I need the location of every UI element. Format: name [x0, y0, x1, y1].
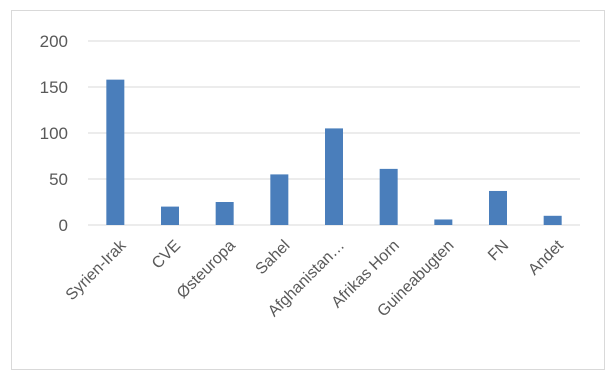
x-tick-label: Østeuropa: [174, 237, 239, 302]
x-tick-label: CVE: [149, 237, 184, 272]
bar-0: [106, 79, 125, 225]
bar-7: [489, 190, 507, 225]
bar-8: [543, 215, 562, 225]
bar-2: [215, 202, 234, 225]
y-tick-label: 50: [49, 170, 68, 189]
y-tick-label: 150: [40, 78, 68, 97]
x-tick-label: FN: [485, 237, 512, 264]
y-axis: 0 50 100 150 200: [40, 32, 68, 235]
bar-5: [379, 168, 398, 225]
x-tick-label: Andet: [525, 237, 567, 279]
y-tick-label: 200: [40, 32, 68, 51]
bar-1: [161, 206, 179, 225]
bar-4: [325, 128, 343, 225]
x-tick-label: Syrien-Irak: [63, 236, 130, 303]
y-tick-label: 100: [40, 124, 68, 143]
x-tick-label: Sahel: [253, 237, 294, 278]
y-tick-label: 0: [59, 216, 68, 235]
bar-6: [434, 219, 453, 225]
bars: [106, 79, 562, 225]
bar-3: [270, 174, 289, 225]
